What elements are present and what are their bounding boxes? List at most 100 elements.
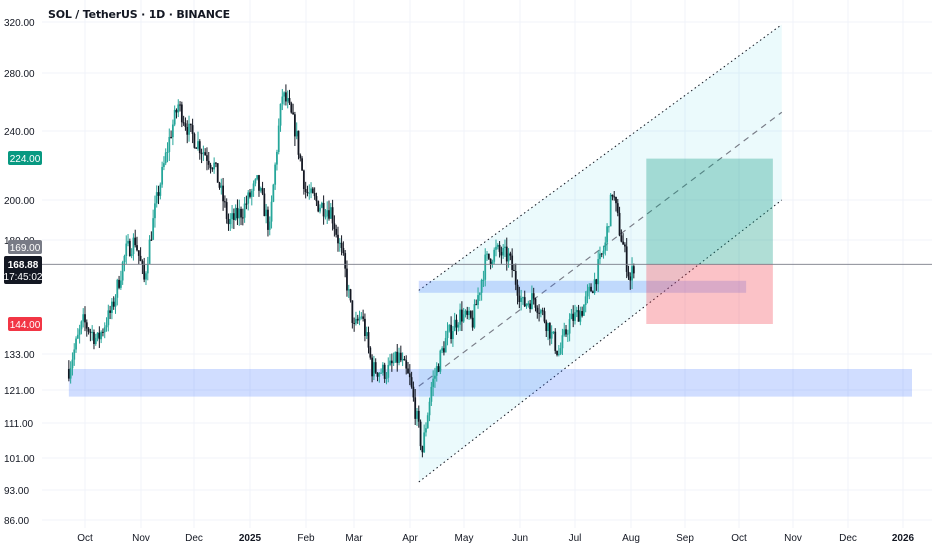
last-price-tag-bg bbox=[4, 256, 42, 284]
y-tick-label: 133.00 bbox=[4, 350, 35, 361]
candle-body bbox=[552, 331, 555, 333]
candle-body bbox=[136, 245, 138, 251]
candle-body bbox=[211, 167, 214, 170]
candle-body bbox=[566, 333, 569, 335]
candle-body bbox=[469, 311, 472, 318]
y-tick-label: 111.00 bbox=[4, 419, 34, 430]
candle-body bbox=[543, 311, 546, 322]
candle-body bbox=[103, 327, 106, 333]
candle-body bbox=[525, 304, 528, 307]
candle-body bbox=[231, 213, 233, 220]
candle-body bbox=[191, 125, 194, 134]
candle-body bbox=[134, 237, 137, 246]
candle-body bbox=[137, 250, 140, 256]
long-position-tool[interactable] bbox=[646, 158, 773, 324]
candle-body bbox=[452, 331, 454, 340]
x-tick-label: Dec bbox=[185, 533, 203, 544]
candle-body bbox=[93, 332, 95, 345]
candle-body bbox=[417, 410, 420, 422]
candle-body bbox=[387, 364, 390, 378]
candle-body bbox=[315, 196, 318, 202]
candle-body bbox=[308, 192, 311, 194]
candle-body bbox=[505, 246, 508, 262]
candle-body bbox=[539, 310, 542, 314]
candle-body bbox=[591, 291, 594, 293]
candle-body bbox=[545, 321, 548, 332]
y-tick-label: 93.00 bbox=[4, 486, 29, 497]
candle-body bbox=[450, 324, 453, 340]
candle-body bbox=[326, 210, 329, 217]
candle-body bbox=[299, 154, 302, 159]
candle-body bbox=[434, 375, 436, 379]
candle-body bbox=[441, 348, 444, 351]
price-axis[interactable]: 320.00280.00240.00200.00180.00133.00121.… bbox=[4, 18, 35, 527]
candle-body bbox=[444, 338, 447, 353]
candle-body bbox=[364, 318, 366, 337]
candle-body bbox=[256, 175, 259, 180]
support-zones[interactable] bbox=[68, 280, 912, 397]
candle-body bbox=[446, 330, 449, 339]
candle-body bbox=[486, 253, 488, 255]
candle-body bbox=[80, 321, 83, 330]
candle-body bbox=[293, 114, 296, 137]
candle-body bbox=[631, 266, 633, 281]
price-tag-label: 224.00 bbox=[10, 154, 41, 165]
candle-body bbox=[301, 158, 303, 171]
x-tick-label: Mar bbox=[345, 533, 363, 544]
candle-body bbox=[475, 304, 478, 306]
candle-body bbox=[484, 254, 487, 280]
candle-body bbox=[245, 203, 248, 205]
candle-body bbox=[495, 246, 497, 250]
candle-body bbox=[148, 239, 151, 265]
candle-body bbox=[360, 316, 363, 318]
candle-body bbox=[292, 112, 294, 115]
candle-body bbox=[274, 164, 277, 185]
candle-body bbox=[152, 218, 155, 240]
candle-body bbox=[376, 372, 379, 377]
symbol-title: SOL / TetherUS · 1D · BINANCE bbox=[48, 8, 230, 21]
candle-body bbox=[416, 410, 418, 419]
candle-body bbox=[407, 368, 409, 374]
price-tag-label: 169.00 bbox=[10, 243, 41, 254]
candle-body bbox=[600, 253, 603, 255]
candle-body bbox=[324, 216, 327, 218]
candle-body bbox=[611, 194, 614, 197]
candle-body bbox=[109, 310, 112, 313]
candle-body bbox=[259, 188, 262, 191]
y-tick-label: 86.00 bbox=[4, 516, 29, 527]
candle-body bbox=[254, 179, 257, 184]
candle-body bbox=[588, 286, 591, 291]
candle-body bbox=[453, 319, 456, 332]
price-tag-bg bbox=[8, 151, 42, 165]
candle-body bbox=[460, 309, 463, 322]
x-tick-label: Apr bbox=[402, 533, 418, 544]
time-axis[interactable]: Oct Nov Dec 2025 Feb Mar Apr May Jun Jul Aug Sep Oct… bbox=[77, 533, 914, 544]
candle-body bbox=[157, 192, 160, 196]
support-zone-rect bbox=[68, 369, 912, 397]
candle-body bbox=[319, 207, 321, 212]
candle-body bbox=[197, 141, 199, 149]
candle-body bbox=[295, 130, 298, 137]
candle-body bbox=[179, 104, 181, 106]
price-tag-bg bbox=[8, 240, 42, 254]
candle-body bbox=[331, 207, 334, 224]
candle-body bbox=[355, 318, 357, 324]
candle-body bbox=[186, 127, 189, 135]
candle-body bbox=[306, 191, 309, 193]
candle-body bbox=[173, 109, 176, 125]
candle-body bbox=[333, 223, 336, 229]
candle-body bbox=[374, 362, 377, 373]
candle-body bbox=[532, 293, 535, 299]
candle-body bbox=[595, 279, 598, 285]
candle-body bbox=[607, 226, 610, 228]
candle-body bbox=[166, 151, 169, 153]
candle-body bbox=[276, 151, 278, 165]
candle-body bbox=[478, 292, 481, 296]
candle-body bbox=[584, 296, 587, 305]
candle-body bbox=[426, 415, 429, 429]
candle-body bbox=[399, 352, 402, 361]
candle-body bbox=[550, 331, 553, 339]
candle-body bbox=[383, 364, 386, 379]
